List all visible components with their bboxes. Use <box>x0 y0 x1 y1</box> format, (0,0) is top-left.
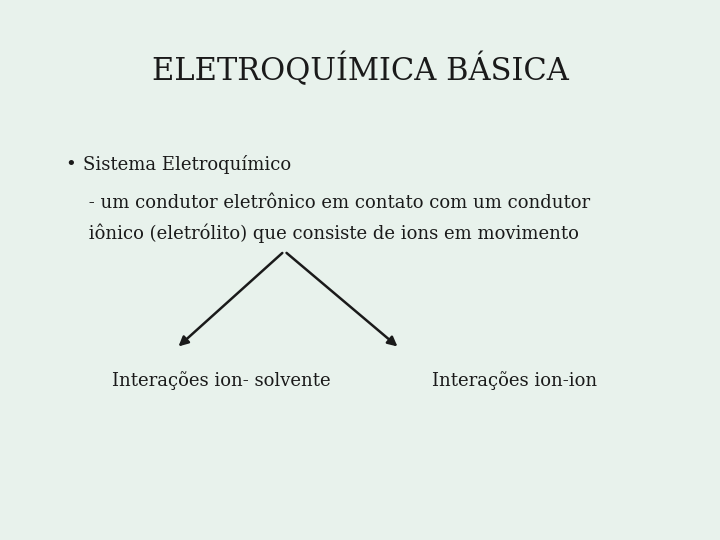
Text: Sistema Eletroquímico: Sistema Eletroquímico <box>83 155 291 174</box>
Text: ELETROQUÍMICA BÁSICA: ELETROQUÍMICA BÁSICA <box>152 53 568 87</box>
Text: •: • <box>65 156 76 174</box>
Text: iônico (eletrólito) que consiste de ions em movimento: iônico (eletrólito) que consiste de ions… <box>83 224 579 243</box>
Text: Interações ion-ion: Interações ion-ion <box>432 371 597 390</box>
Text: - um condutor eletrônico em contato com um condutor: - um condutor eletrônico em contato com … <box>83 193 590 212</box>
Text: Interações ion- solvente: Interações ion- solvente <box>112 371 330 390</box>
